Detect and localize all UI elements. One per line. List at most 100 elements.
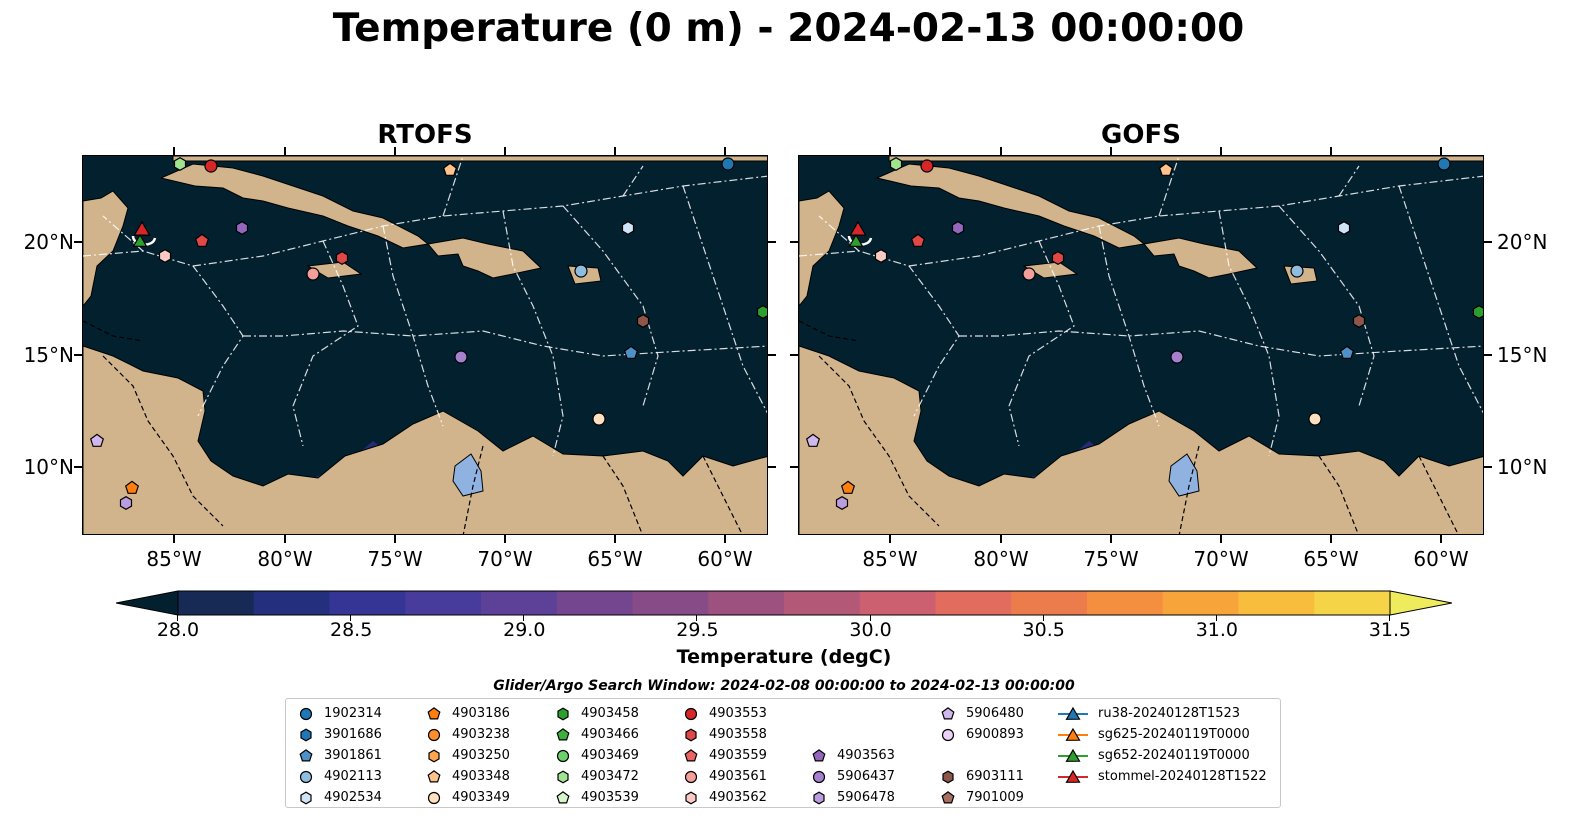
colorbar-tick-mark — [177, 615, 178, 621]
legend-marker — [427, 769, 441, 782]
legend-item: 4903563 — [809, 745, 895, 766]
colorbar-tick-label: 28.5 — [329, 619, 373, 641]
x-tick-label: 60°W — [1413, 547, 1469, 571]
argo-float-marker — [805, 433, 821, 447]
legend-marker — [813, 791, 825, 804]
x-tick-label: 85°W — [146, 547, 202, 571]
colorbar-segment — [935, 591, 1012, 615]
legend-marker — [556, 790, 570, 803]
country-border — [702, 455, 743, 534]
legend-item: stommel-20240128T1522 — [1056, 766, 1267, 787]
x-tick-label: 65°W — [587, 547, 643, 571]
panel-title-gofs: GOFS — [1101, 120, 1181, 150]
colorbar-tick-mark — [523, 615, 525, 621]
colorbar-extend-low — [115, 590, 179, 616]
country-border — [1418, 455, 1459, 534]
legend-item: 4903238 — [424, 724, 510, 745]
legend-item: 4903469 — [553, 745, 639, 766]
argo-float-marker — [335, 251, 349, 265]
country-border — [799, 320, 860, 342]
x-tick-mark — [1110, 535, 1112, 543]
eez-boundary — [192, 175, 767, 267]
colorbar-segment — [708, 591, 785, 615]
legend-marker — [299, 707, 313, 720]
legend-marker — [427, 791, 441, 804]
legend-label: 4903539 — [581, 790, 639, 805]
legend-triangle — [1065, 706, 1081, 720]
argo-float-marker — [204, 159, 218, 173]
argo-float-marker — [1437, 157, 1451, 171]
y-tick-label-right: 20°N — [1497, 230, 1548, 254]
x-tick-mark-top — [1440, 147, 1442, 155]
triangle-line-icon — [1058, 727, 1088, 741]
colorbar-segment — [329, 591, 406, 615]
legend-label: 4903186 — [452, 706, 510, 721]
legend-label: ru38-20240128T1523 — [1098, 706, 1241, 721]
argo-float-marker — [235, 221, 249, 235]
legend-marker — [812, 748, 826, 761]
argo-float-marker — [1051, 251, 1065, 265]
legend-item: 4903349 — [424, 787, 510, 808]
legend-item: 6903111 — [938, 766, 1024, 787]
y-tick-label-right: 15°N — [1497, 343, 1548, 367]
legend-label: 4903561 — [709, 769, 767, 784]
y-tick-label-left: 20°N — [23, 230, 74, 254]
eez-boundary — [959, 330, 1483, 357]
legend-marker — [684, 770, 698, 783]
colorbar-segment — [784, 591, 861, 615]
legend-triangle — [1065, 748, 1081, 762]
pentagon-icon — [427, 706, 441, 719]
land-mass — [159, 163, 430, 249]
land-mass — [83, 190, 129, 307]
hexagon-icon — [813, 791, 825, 804]
circle-icon — [684, 770, 698, 783]
y-tick-label-left: 15°N — [23, 343, 74, 367]
y-tick-mark-right — [768, 354, 776, 356]
argo-float-marker — [623, 345, 639, 359]
argo-float-marker — [889, 157, 903, 171]
x-tick-mark — [1000, 535, 1002, 543]
y-tick-mark-right — [768, 241, 776, 243]
x-tick-label: 80°W — [973, 547, 1029, 571]
legend-label: 4903238 — [452, 727, 510, 742]
glider-sg652-marker — [132, 233, 148, 247]
y-tick-mark-right — [768, 466, 776, 468]
x-tick-mark-top — [889, 147, 891, 155]
colorbar-tick-mark — [1215, 615, 1217, 621]
pentagon-icon — [299, 748, 313, 761]
legend-label: 4903469 — [581, 748, 639, 763]
legend-marker — [557, 707, 569, 720]
legend-label: sg625-20240119T0000 — [1098, 727, 1250, 742]
eez-boundary — [682, 185, 767, 414]
legend-label: 3901686 — [324, 727, 382, 742]
x-tick-label: 75°W — [367, 547, 423, 571]
legend-label: 4903472 — [581, 769, 639, 784]
legend-item: 7901009 — [938, 787, 1024, 808]
x-tick-mark-top — [1220, 147, 1222, 155]
y-tick-mark-right — [1484, 466, 1492, 468]
eez-boundary — [502, 210, 564, 457]
eez-boundary — [1278, 205, 1375, 407]
x-tick-mark — [889, 535, 891, 543]
legend-label: 4903553 — [709, 706, 767, 721]
country-border — [102, 355, 224, 527]
circle-icon — [427, 791, 441, 804]
legend-item: 4903348 — [424, 766, 510, 787]
x-tick-mark-top — [284, 147, 286, 155]
argo-float-marker — [1308, 412, 1322, 426]
legend-item: sg652-20240119T0000 — [1056, 745, 1250, 766]
legend-label: 4903250 — [452, 748, 510, 763]
hexagon-icon — [685, 728, 697, 741]
pentagon-icon — [812, 748, 826, 761]
colorbar-tick-label: 29.5 — [676, 619, 719, 641]
x-tick-mark — [284, 535, 286, 543]
argo-float-marker — [158, 249, 172, 263]
legend-item: 4903186 — [424, 703, 510, 724]
legend: 1902314 3901686 3901861 4902113 4902534 49031… — [285, 698, 1281, 808]
legend-item: 4903466 — [553, 724, 639, 745]
x-tick-mark-top — [173, 147, 175, 155]
y-tick-mark-left — [790, 354, 798, 356]
legend-label: sg652-20240119T0000 — [1098, 748, 1250, 763]
pentagon-icon — [556, 727, 570, 740]
legend-label: 4903466 — [581, 727, 639, 742]
